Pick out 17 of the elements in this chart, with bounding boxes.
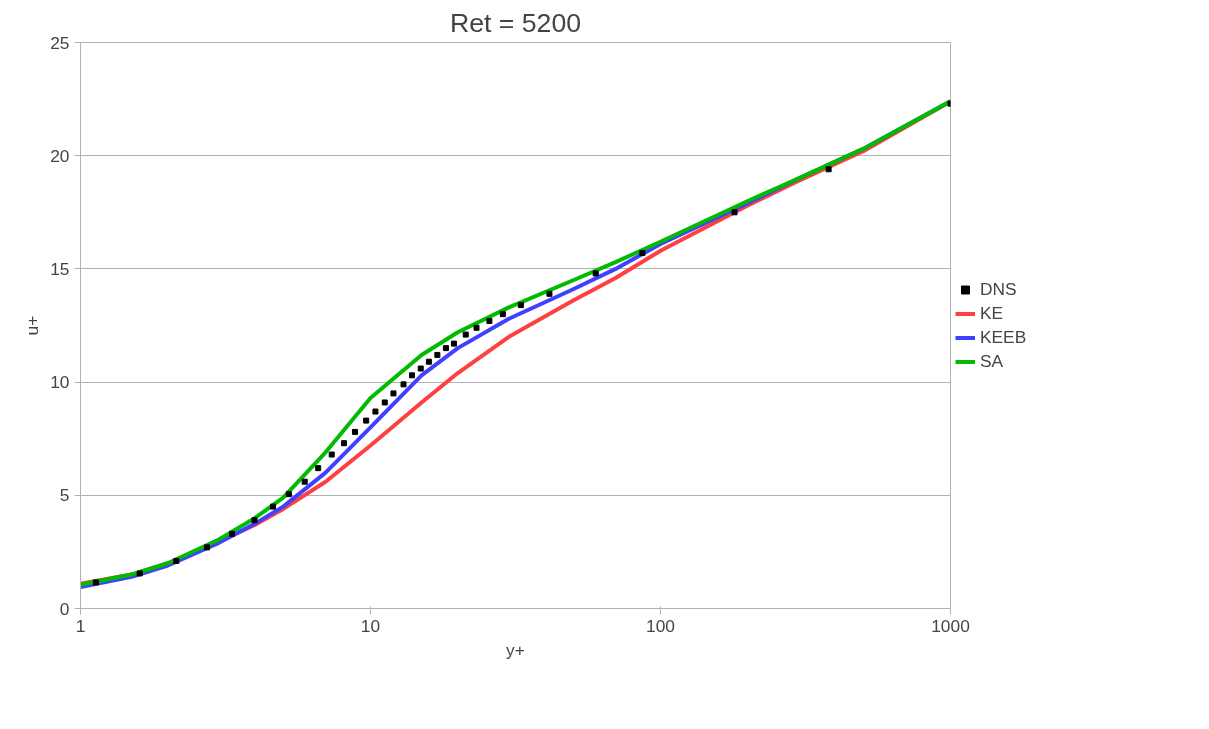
x-tick-label: 100 <box>646 615 675 636</box>
y-tick-label: 15 <box>50 258 70 279</box>
legend-label: DNS <box>980 278 1017 300</box>
x-axis-title: y+ <box>506 639 525 660</box>
y-axis-title: u+ <box>22 315 43 336</box>
chart-title: Ret = 5200 <box>449 7 582 38</box>
y-tick-label: 0 <box>59 598 70 619</box>
x-tick-label: 1000 <box>931 615 970 636</box>
x-tick-label: 1 <box>75 615 86 636</box>
y-tick-label: 25 <box>50 32 70 53</box>
legend-label: KE <box>980 302 1004 324</box>
legend-label: KEEB <box>980 326 1027 348</box>
y-tick-label: 10 <box>50 372 70 393</box>
x-tick-label: 10 <box>360 615 381 636</box>
y-tick-label: 20 <box>50 145 70 166</box>
y-tick-label: 5 <box>59 485 70 506</box>
legend-label: SA <box>980 350 1004 372</box>
